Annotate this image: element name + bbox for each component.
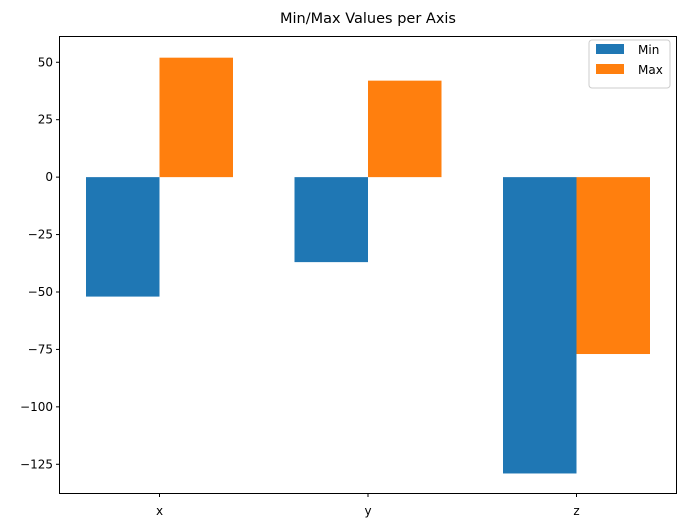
bar-max-z xyxy=(576,177,650,355)
y-tick-label: −75 xyxy=(28,342,53,356)
x-tick-label: x xyxy=(156,504,163,518)
y-tick-label: −125 xyxy=(20,457,53,471)
chart-title: Min/Max Values per Axis xyxy=(280,11,456,27)
bar-max-x xyxy=(159,57,233,178)
bars-group xyxy=(86,57,650,474)
y-tick-label: 0 xyxy=(45,170,53,184)
bar-min-y xyxy=(294,177,368,263)
bar-min-z xyxy=(503,177,577,474)
legend: Min Max xyxy=(588,39,671,89)
y-tick-label: −50 xyxy=(28,285,53,299)
y-axis: 50 25 0 −25 −50 −75 −100 −125 xyxy=(20,55,60,471)
x-tick-label: y xyxy=(364,504,371,518)
y-tick-label: −25 xyxy=(28,228,53,242)
x-tick-label: z xyxy=(573,504,579,518)
legend-label-max: Max xyxy=(638,63,663,77)
y-tick-label: −100 xyxy=(20,400,53,414)
bar-max-y xyxy=(368,80,442,178)
y-tick-label: 25 xyxy=(38,113,53,127)
plot-frame xyxy=(59,36,677,494)
y-tick-label: 50 xyxy=(38,55,53,69)
bar-min-x xyxy=(86,177,160,297)
legend-label-min: Min xyxy=(638,43,659,57)
legend-swatch-min xyxy=(596,44,624,54)
legend-swatch-max xyxy=(596,64,624,74)
